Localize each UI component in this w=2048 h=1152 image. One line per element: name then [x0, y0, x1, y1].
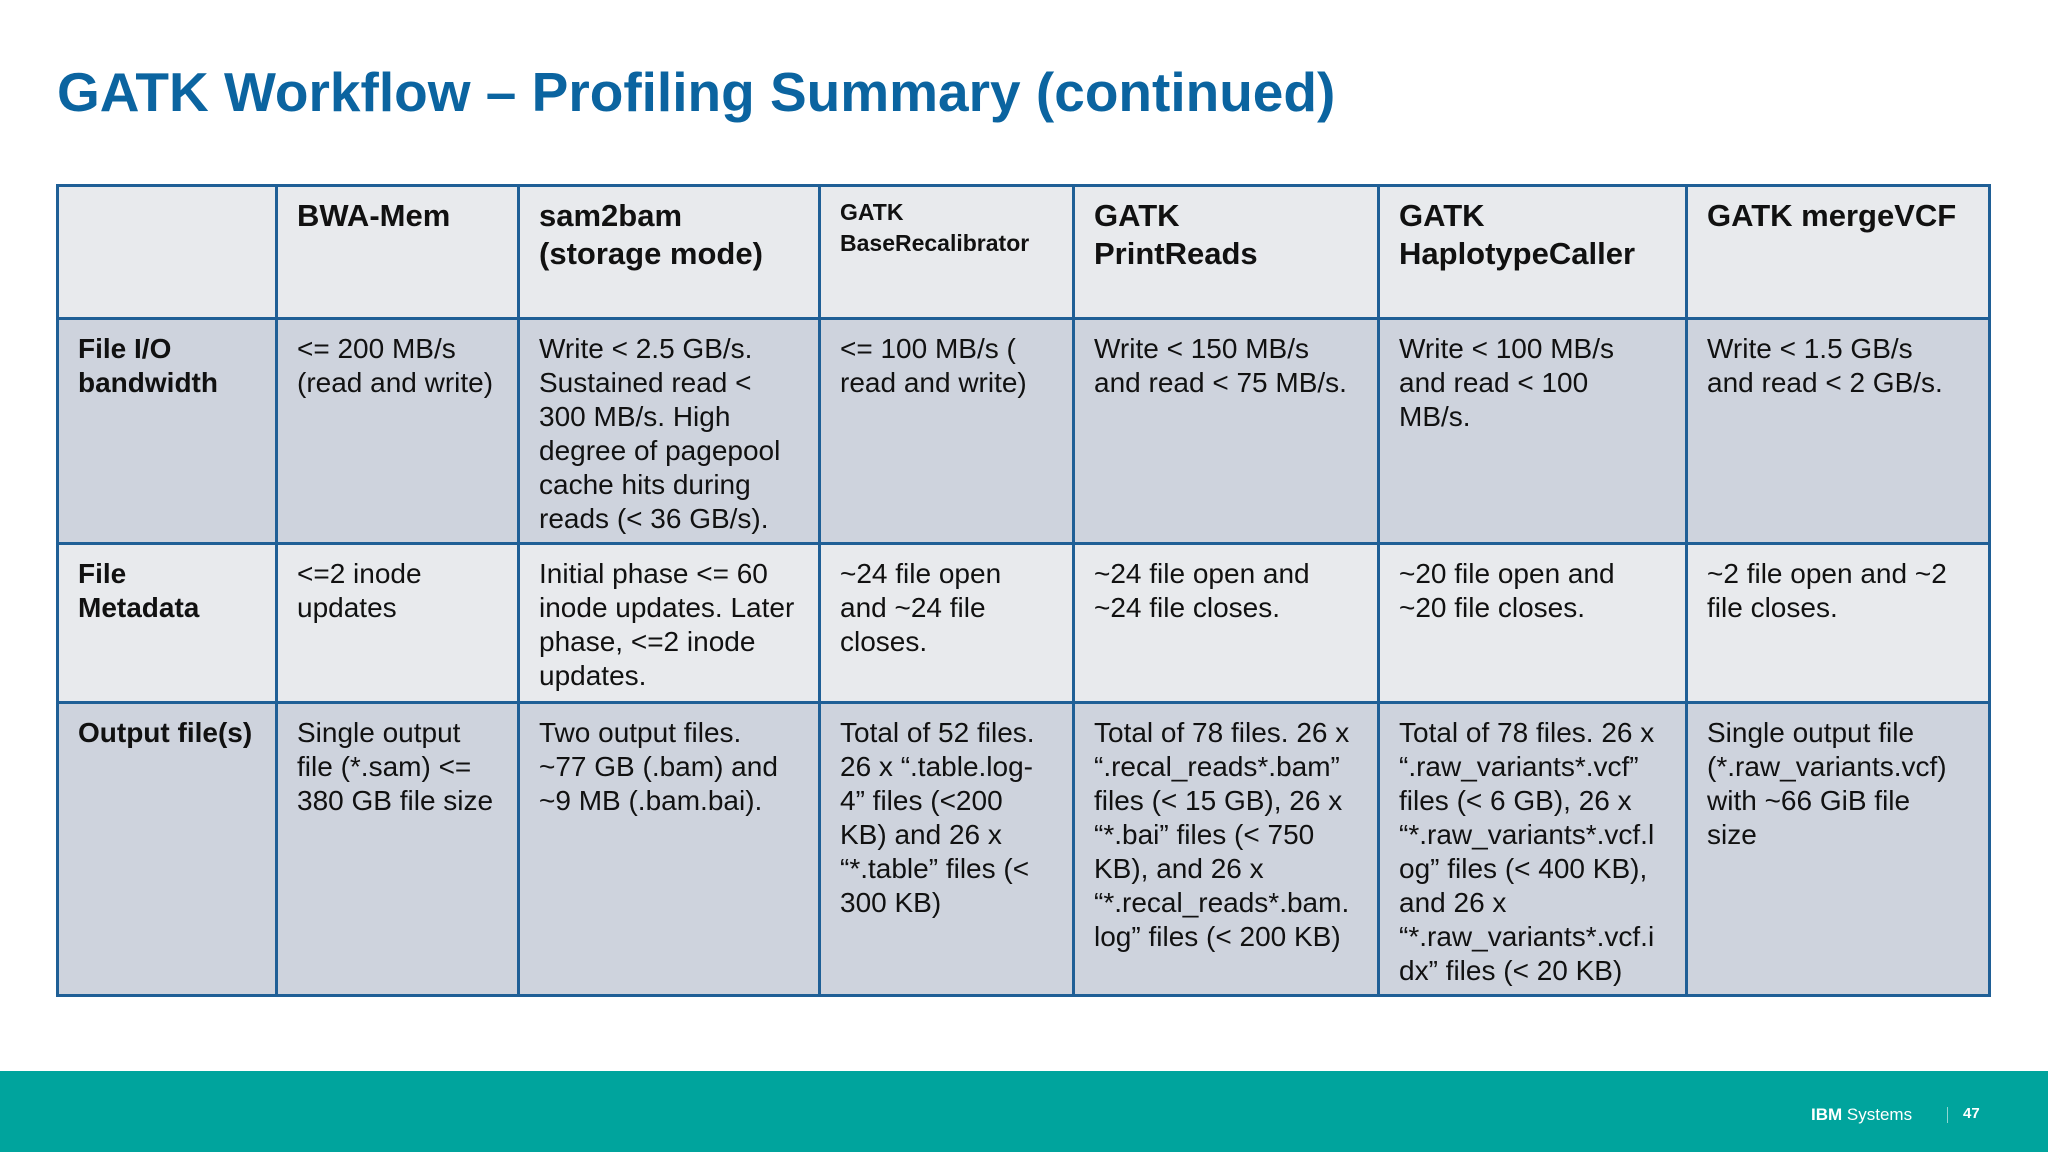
table-cell: Total of 78 files. 26 x “.recal_reads*.b…: [1072, 701, 1380, 997]
table-cell: Single output file (*.sam) <= 380 GB fil…: [275, 701, 520, 997]
row-header-output-files: Output file(s): [56, 701, 278, 997]
table-cell: Single output file (*.raw_variants.vcf) …: [1685, 701, 1991, 997]
ibm-systems-logo: IBM Systems: [1811, 1105, 1912, 1125]
table-cell: Total of 78 files. 26 x “.raw_variants*.…: [1377, 701, 1688, 997]
table-header-row: BWA-Mem sam2bam (storage mode) GATK Base…: [56, 184, 1991, 320]
brand-systems: Systems: [1842, 1105, 1913, 1124]
column-header-bwa-mem: BWA-Mem: [275, 184, 520, 320]
row-header-file-io-bandwidth: File I/O bandwidth: [56, 317, 278, 545]
table-cell: ~20 file open and ~20 file closes.: [1377, 542, 1688, 704]
table-cell: Write < 150 MB/s and read < 75 MB/s.: [1072, 317, 1380, 545]
table-cell: Write < 100 MB/s and read < 100 MB/s.: [1377, 317, 1688, 545]
table-cell: ~24 file open and ~24 file closes.: [1072, 542, 1380, 704]
footer-band: IBM Systems 47: [0, 1071, 2048, 1152]
table-cell: ~2 file open and ~2 file closes.: [1685, 542, 1991, 704]
table-cell: Write < 2.5 GB/s. Sustained read < 300 M…: [517, 317, 821, 545]
table-cell: <= 100 MB/s ( read and write): [818, 317, 1075, 545]
table-cell: Two output files. ~77 GB (.bam) and ~9 M…: [517, 701, 821, 997]
column-header-haplotype-caller: GATK HaplotypeCaller: [1377, 184, 1688, 320]
table-cell: <= 200 MB/s (read and write): [275, 317, 520, 545]
profiling-summary-table-wrap: BWA-Mem sam2bam (storage mode) GATK Base…: [56, 184, 1991, 997]
page-number: 47: [1963, 1105, 1980, 1122]
profiling-summary-table: BWA-Mem sam2bam (storage mode) GATK Base…: [56, 184, 1991, 997]
table-row-file-io-bandwidth: File I/O bandwidth <= 200 MB/s (read and…: [56, 317, 1991, 545]
column-header-sam2bam: sam2bam (storage mode): [517, 184, 821, 320]
table-cell: Initial phase <= 60 inode updates. Later…: [517, 542, 821, 704]
column-header-empty: [56, 184, 278, 320]
row-header-file-metadata: File Metadata: [56, 542, 278, 704]
table-cell: ~24 file open and ~24 file closes.: [818, 542, 1075, 704]
column-header-base-recalibrator: GATK BaseRecalibrator: [818, 184, 1075, 320]
column-header-merge-vcf: GATK mergeVCF: [1685, 184, 1991, 320]
table-row-output-files: Output file(s) Single output file (*.sam…: [56, 701, 1991, 997]
column-header-print-reads: GATK PrintReads: [1072, 184, 1380, 320]
table-cell: <=2 inode updates: [275, 542, 520, 704]
table-cell: Write < 1.5 GB/s and read < 2 GB/s.: [1685, 317, 1991, 545]
table-cell: Total of 52 files. 26 x “.table.log- 4” …: [818, 701, 1075, 997]
brand-ibm: IBM: [1811, 1105, 1843, 1124]
table-row-file-metadata: File Metadata <=2 inode updates Initial …: [56, 542, 1991, 704]
footer-divider: [1947, 1107, 1948, 1123]
slide-title: GATK Workflow – Profiling Summary (conti…: [57, 61, 1336, 123]
